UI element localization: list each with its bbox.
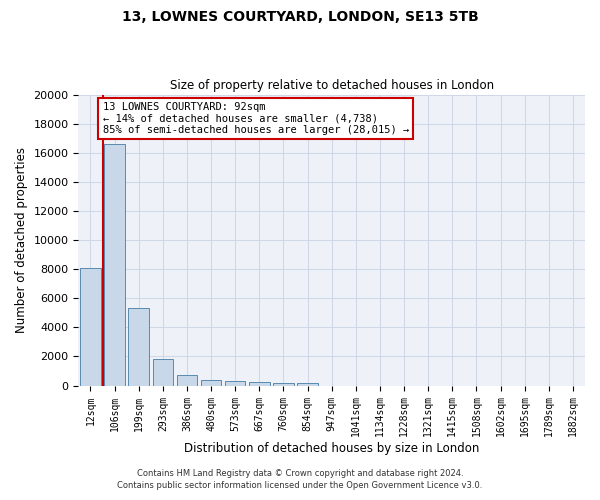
Bar <box>298 384 318 386</box>
Bar <box>104 144 125 386</box>
Bar <box>273 383 294 386</box>
Bar <box>249 382 269 386</box>
Bar <box>225 382 245 386</box>
Bar <box>201 380 221 386</box>
Text: 13 LOWNES COURTYARD: 92sqm
← 14% of detached houses are smaller (4,738)
85% of s: 13 LOWNES COURTYARD: 92sqm ← 14% of deta… <box>103 102 409 135</box>
Y-axis label: Number of detached properties: Number of detached properties <box>15 147 28 333</box>
Text: 13, LOWNES COURTYARD, LONDON, SE13 5TB: 13, LOWNES COURTYARD, LONDON, SE13 5TB <box>122 10 478 24</box>
Bar <box>80 268 101 386</box>
Bar <box>177 376 197 386</box>
Title: Size of property relative to detached houses in London: Size of property relative to detached ho… <box>170 79 494 92</box>
Bar <box>152 358 173 386</box>
Text: Contains HM Land Registry data © Crown copyright and database right 2024.
Contai: Contains HM Land Registry data © Crown c… <box>118 468 482 490</box>
X-axis label: Distribution of detached houses by size in London: Distribution of detached houses by size … <box>184 442 479 455</box>
Bar <box>128 308 149 386</box>
